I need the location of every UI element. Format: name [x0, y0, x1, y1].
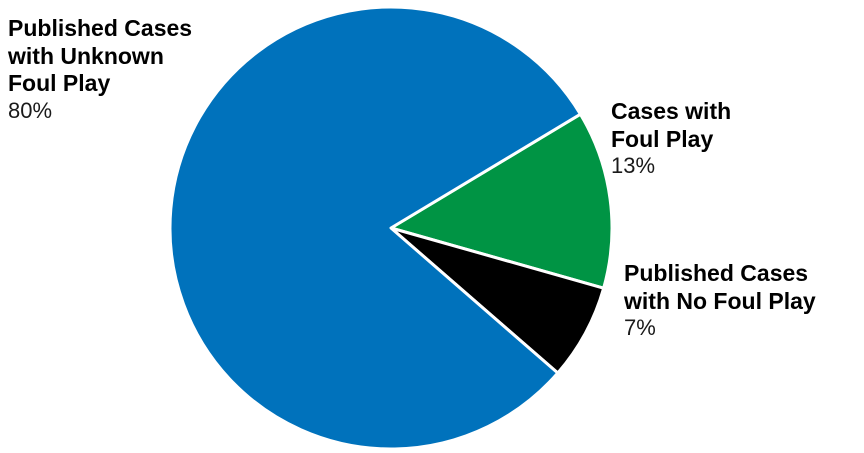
slice-label-line: Published Cases — [624, 260, 809, 286]
label-published-no-foul-play: Published Cases with No Foul Play 7% — [624, 260, 816, 342]
label-published-unknown-foul-play: Published Cases with Unknown Foul Play 8… — [8, 15, 192, 124]
pie-slice-0 — [389, 112, 614, 290]
slice-label-line: Foul Play — [611, 125, 714, 152]
pie-slice-2 — [168, 5, 582, 451]
slice-label-line: Published Cases — [8, 15, 193, 41]
label-cases-with-foul-play: Cases with Foul Play 13% — [611, 98, 731, 180]
slice-label-line: Cases with — [611, 98, 732, 124]
slice-label-line: with Unknown — [8, 42, 164, 69]
slice-label-line: with No Foul Play — [624, 287, 816, 314]
pie-slices — [168, 5, 614, 451]
slice-value-label: 80% — [8, 97, 53, 123]
slice-value-label: 7% — [624, 315, 656, 341]
slice-label-line: Foul Play — [8, 70, 111, 97]
slice-value-label: 13% — [611, 153, 656, 179]
